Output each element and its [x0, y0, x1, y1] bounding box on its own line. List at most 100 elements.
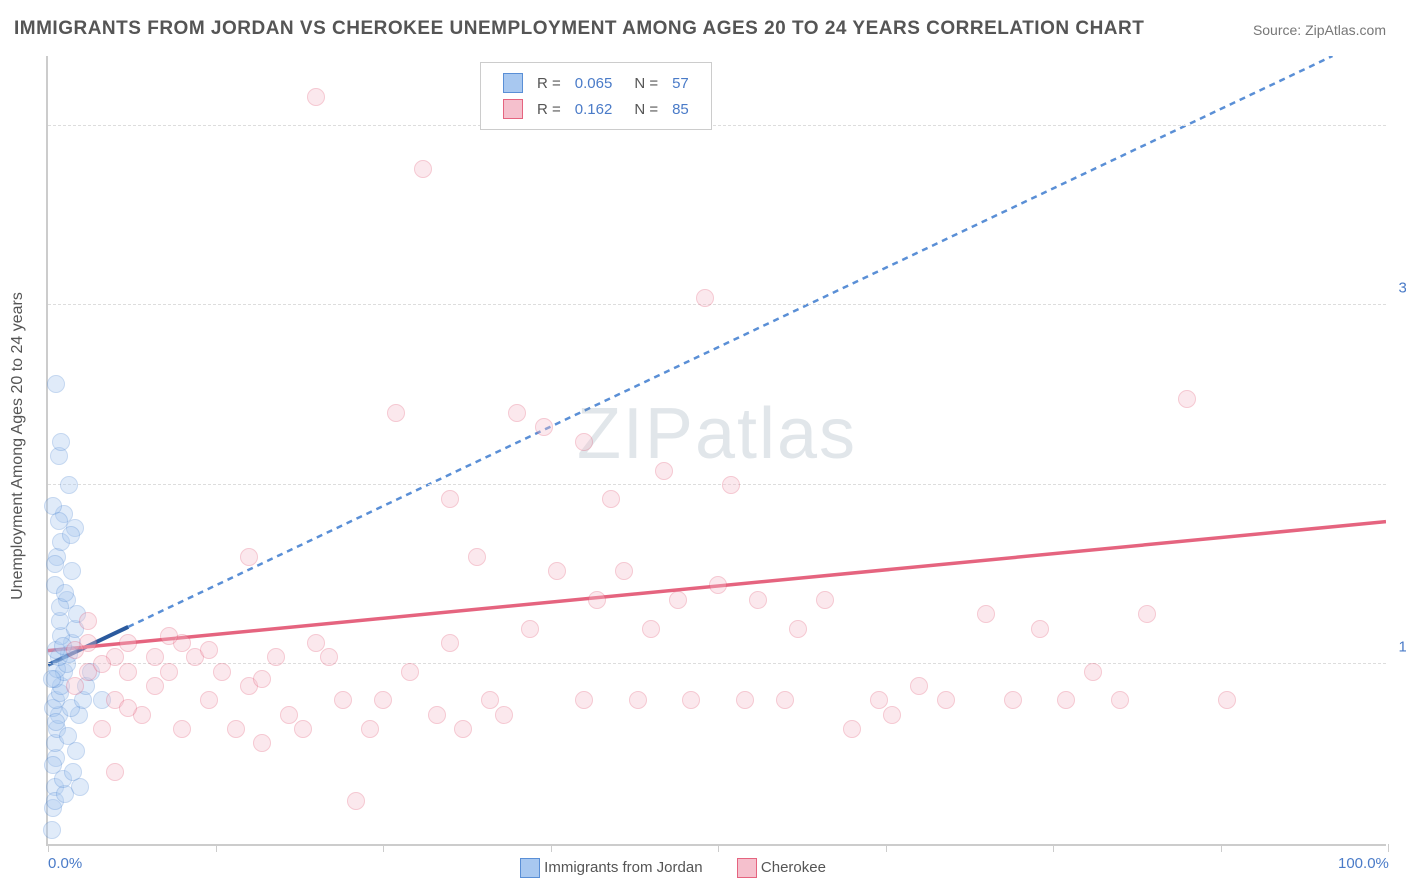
- watermark-zip: ZIP: [577, 394, 695, 474]
- data-point: [709, 576, 727, 594]
- n-value-series-1: 57: [666, 71, 695, 95]
- data-point: [374, 691, 392, 709]
- data-point: [66, 677, 84, 695]
- data-point: [428, 706, 446, 724]
- data-point: [736, 691, 754, 709]
- series-legend: Immigrants from Jordan Cherokee: [520, 858, 856, 878]
- data-point: [548, 562, 566, 580]
- legend-row-series-1: R = 0.065 N = 57: [497, 71, 695, 95]
- y-axis-label: Unemployment Among Ages 20 to 24 years: [9, 292, 27, 600]
- data-point: [789, 620, 807, 638]
- data-point: [414, 160, 432, 178]
- data-point: [508, 404, 526, 422]
- data-point: [62, 526, 80, 544]
- data-point: [240, 548, 258, 566]
- data-point: [146, 648, 164, 666]
- data-point: [253, 670, 271, 688]
- data-point: [816, 591, 834, 609]
- data-point: [441, 490, 459, 508]
- data-point: [59, 727, 77, 745]
- data-point: [280, 706, 298, 724]
- data-point: [1111, 691, 1129, 709]
- legend-item-series-1: Immigrants from Jordan: [520, 858, 703, 878]
- data-point: [722, 476, 740, 494]
- gridline: [48, 484, 1386, 485]
- y-tick-label: 37.5%: [1391, 280, 1406, 297]
- data-point: [307, 634, 325, 652]
- data-point: [682, 691, 700, 709]
- data-point: [937, 691, 955, 709]
- legend-swatch-series-2: [737, 858, 757, 878]
- plot-area: ZIPatlas 12.5%37.5%0.0%100.0%: [46, 56, 1386, 846]
- data-point: [200, 691, 218, 709]
- legend-label-series-1: Immigrants from Jordan: [544, 859, 702, 876]
- data-point: [50, 512, 68, 530]
- legend-row-series-2: R = 0.162 N = 85: [497, 97, 695, 121]
- watermark-atlas: atlas: [695, 394, 857, 474]
- data-point: [521, 620, 539, 638]
- data-point: [629, 691, 647, 709]
- data-point: [401, 663, 419, 681]
- x-tick: [1053, 844, 1054, 852]
- n-label: N =: [620, 97, 664, 121]
- data-point: [575, 433, 593, 451]
- x-tick: [216, 844, 217, 852]
- data-point: [253, 734, 271, 752]
- data-point: [910, 677, 928, 695]
- data-point: [119, 663, 137, 681]
- x-tick-label: 100.0%: [1338, 855, 1389, 872]
- r-label: R =: [531, 97, 567, 121]
- data-point: [1004, 691, 1022, 709]
- data-point: [642, 620, 660, 638]
- data-point: [361, 720, 379, 738]
- n-value-series-2: 85: [666, 97, 695, 121]
- data-point: [173, 720, 191, 738]
- data-point: [44, 756, 62, 774]
- data-point: [320, 648, 338, 666]
- data-point: [227, 720, 245, 738]
- data-point: [615, 562, 633, 580]
- x-tick: [1221, 844, 1222, 852]
- legend-label-series-2: Cherokee: [761, 859, 826, 876]
- data-point: [93, 720, 111, 738]
- data-point: [106, 763, 124, 781]
- r-label: R =: [531, 71, 567, 95]
- legend-swatch-series-2: [503, 99, 523, 119]
- data-point: [495, 706, 513, 724]
- chart-title: IMMIGRANTS FROM JORDAN VS CHEROKEE UNEMP…: [14, 18, 1144, 40]
- data-point: [977, 605, 995, 623]
- data-point: [93, 655, 111, 673]
- x-tick: [1388, 844, 1389, 852]
- data-point: [1138, 605, 1156, 623]
- data-point: [588, 591, 606, 609]
- n-label: N =: [620, 71, 664, 95]
- data-point: [43, 821, 61, 839]
- data-point: [307, 88, 325, 106]
- data-point: [213, 663, 231, 681]
- data-point: [63, 562, 81, 580]
- data-point: [602, 490, 620, 508]
- gridline: [48, 304, 1386, 305]
- data-point: [160, 627, 178, 645]
- data-point: [481, 691, 499, 709]
- x-tick-label: 0.0%: [48, 855, 82, 872]
- data-point: [883, 706, 901, 724]
- data-point: [60, 476, 78, 494]
- data-point: [64, 763, 82, 781]
- x-tick: [48, 844, 49, 852]
- legend-item-series-2: Cherokee: [737, 858, 826, 878]
- data-point: [1178, 390, 1196, 408]
- data-point: [52, 433, 70, 451]
- data-point: [655, 462, 673, 480]
- data-point: [696, 289, 714, 307]
- data-point: [441, 634, 459, 652]
- data-point: [1031, 620, 1049, 638]
- x-tick: [383, 844, 384, 852]
- x-tick: [551, 844, 552, 852]
- data-point: [160, 663, 178, 681]
- data-point: [267, 648, 285, 666]
- correlation-table: R = 0.065 N = 57 R = 0.162 N = 85: [495, 69, 697, 123]
- data-point: [119, 699, 137, 717]
- data-point: [1084, 663, 1102, 681]
- data-point: [669, 591, 687, 609]
